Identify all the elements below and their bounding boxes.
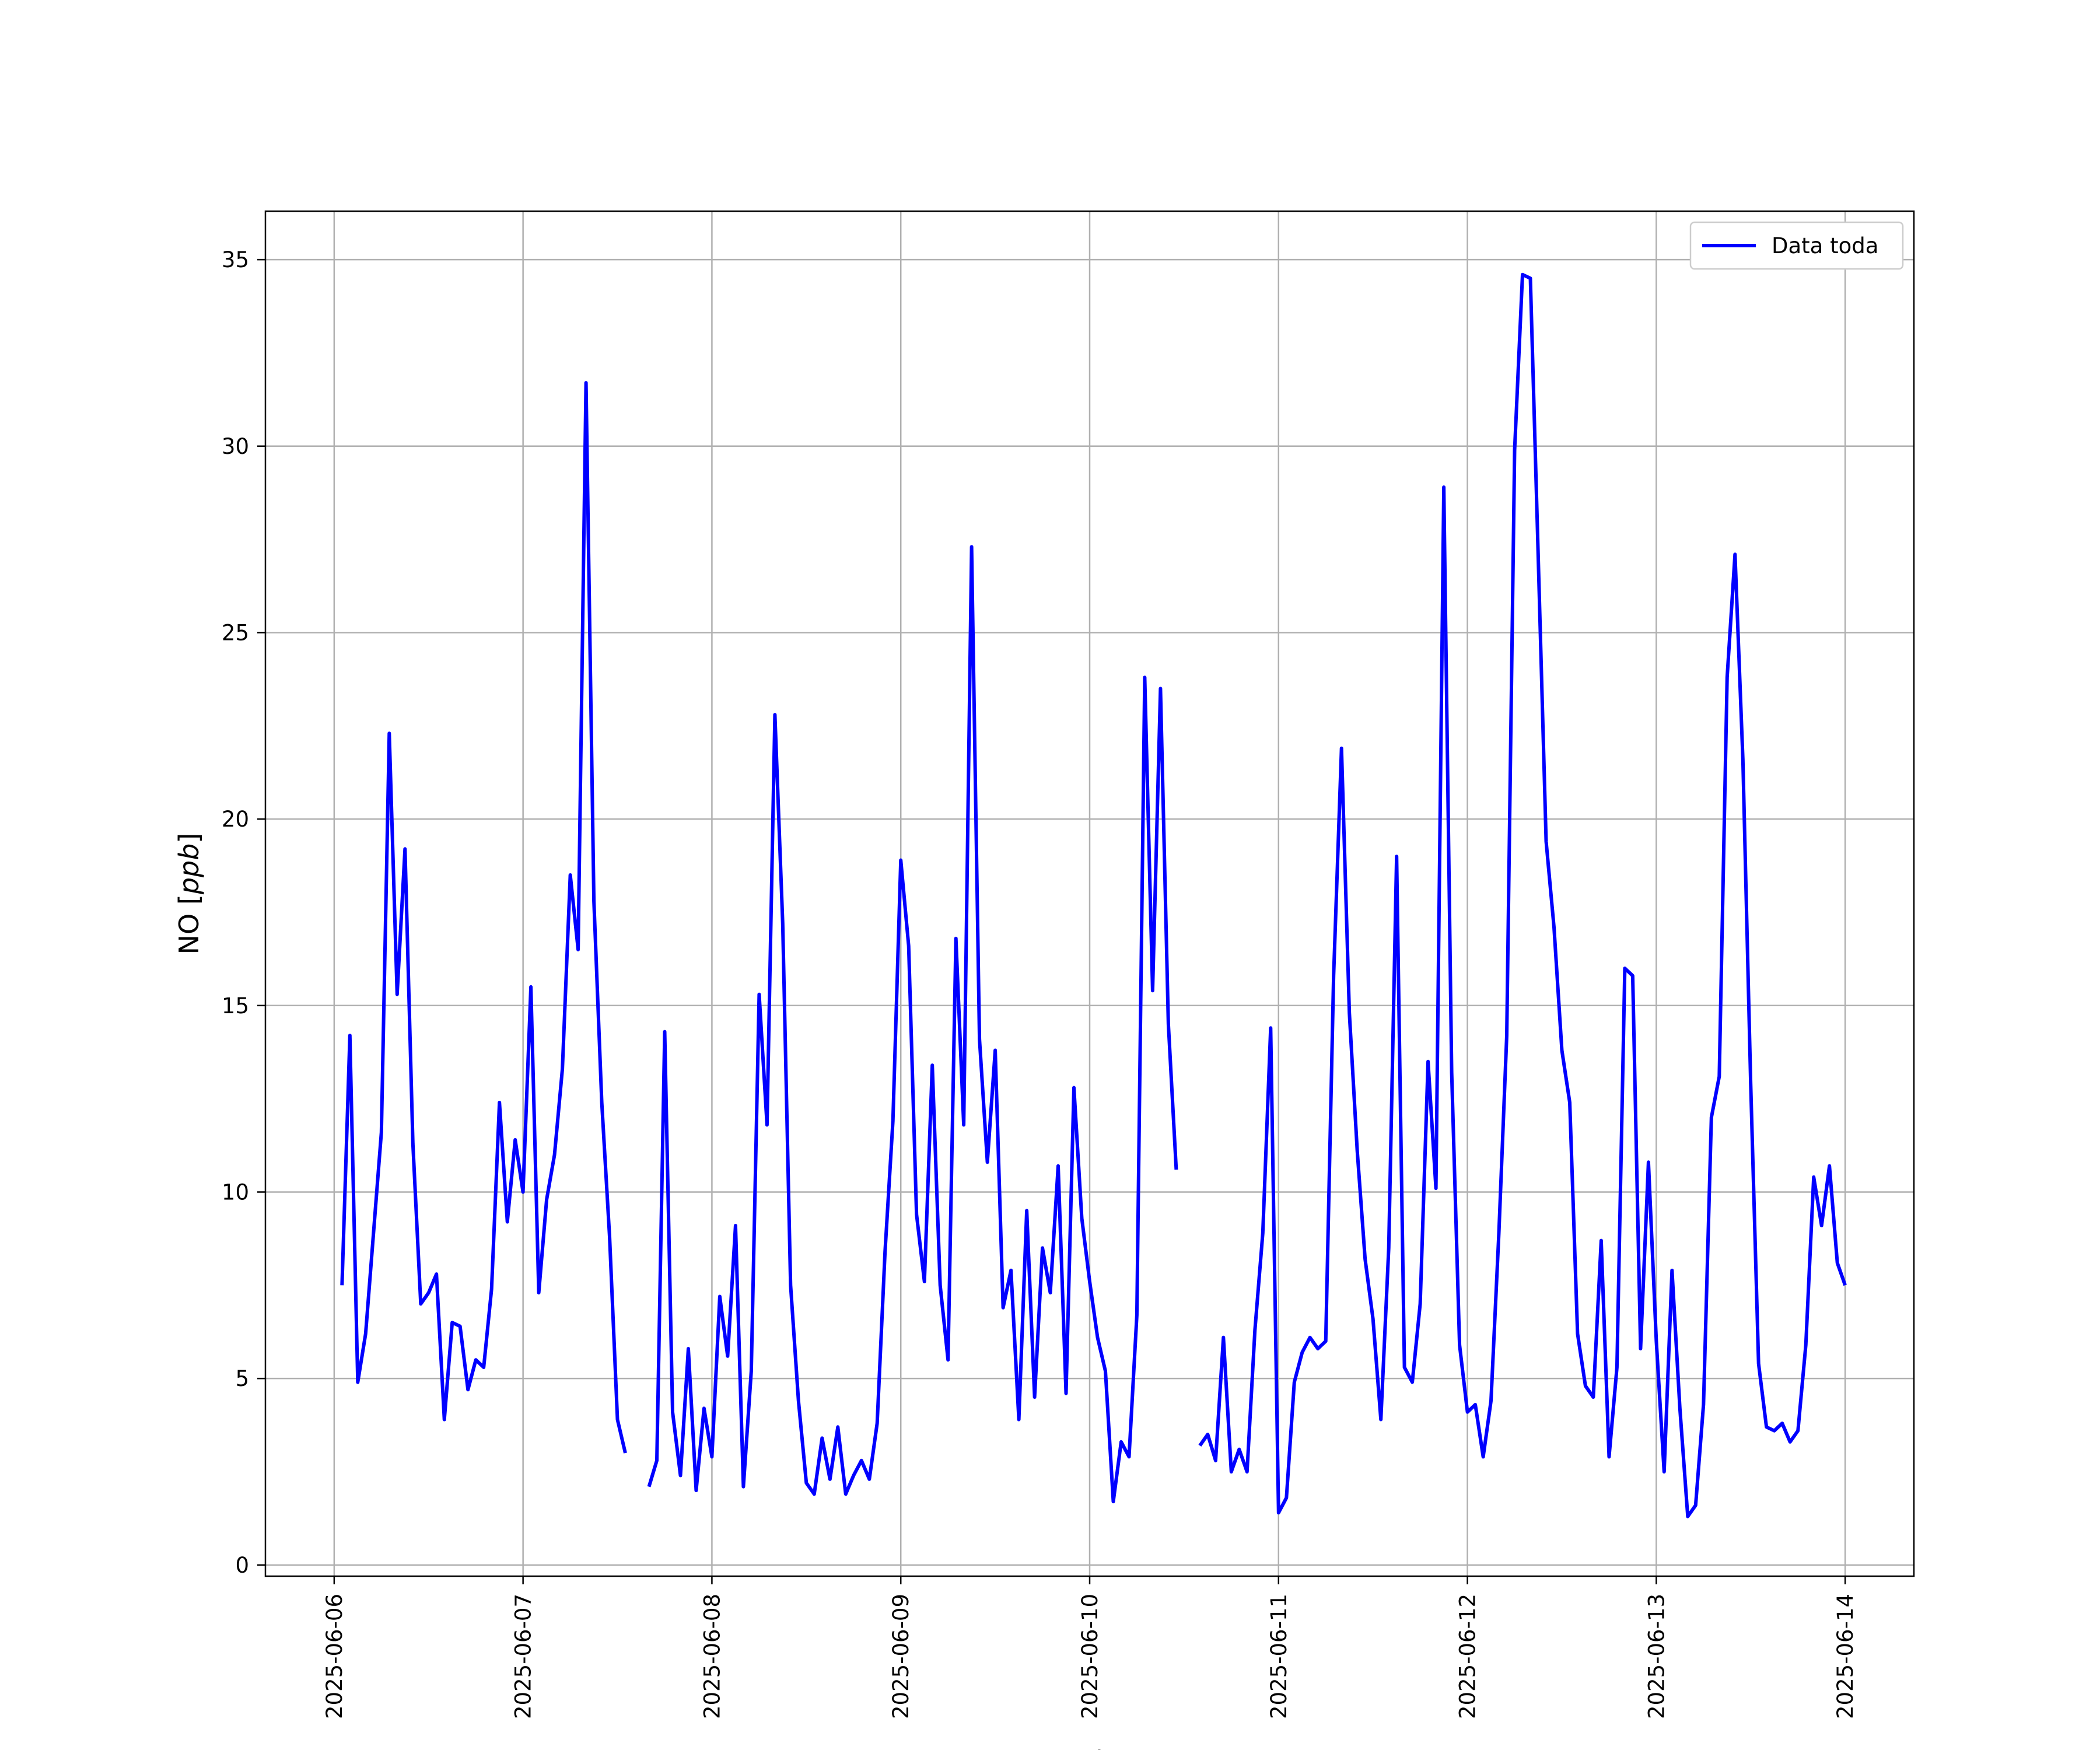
legend-label: Data toda: [1772, 233, 1878, 258]
x-axis: 2025-06-06 2025-06-07 2025-06-08 2025-06-09…: [322, 1576, 1858, 1719]
series-line-segment: [1198, 272, 1847, 1518]
plot-lines: [340, 272, 1847, 1518]
y-tick-label: 20: [222, 807, 249, 832]
y-tick-label: 5: [235, 1366, 249, 1391]
y-tick-label: 10: [222, 1180, 249, 1205]
y-axis-title-unit-close: ]: [173, 833, 205, 844]
y-axis-title: NO [ppb]: [173, 833, 205, 955]
y-axis-title-unit: ppb: [173, 844, 205, 895]
x-tick-label: 2025-06-13: [1644, 1594, 1669, 1719]
legend: Data toda: [1689, 221, 1904, 270]
y-tick-label: 0: [235, 1553, 249, 1578]
y-axis: 0 5 10 15 20 25 30 35: [222, 247, 265, 1578]
y-tick-label: 35: [222, 247, 249, 272]
x-tick-label: 2025-06-08: [699, 1594, 724, 1719]
series-line-segment: [647, 545, 1178, 1504]
series-line-segment: [340, 381, 627, 1454]
x-tick-label: 2025-06-06: [322, 1594, 347, 1719]
y-tick-label: 30: [222, 434, 249, 459]
x-tick-label: 2025-06-10: [1077, 1594, 1102, 1719]
x-axis-title: Fecha: [1051, 1745, 1129, 1750]
y-axis-title-main: NO: [173, 914, 205, 955]
legend-box: [1689, 221, 1904, 270]
y-tick-label: 15: [222, 993, 249, 1019]
grid: [265, 211, 1914, 1576]
x-tick-label: 2025-06-11: [1266, 1594, 1292, 1719]
y-axis-title-unit-open: [: [173, 894, 205, 914]
x-tick-label: 2025-06-12: [1455, 1594, 1480, 1719]
x-tick-label: 2025-06-09: [888, 1594, 914, 1719]
x-tick-label: 2025-06-07: [511, 1594, 536, 1719]
x-tick-label: 2025-06-14: [1833, 1594, 1858, 1719]
y-tick-label: 25: [222, 620, 249, 645]
